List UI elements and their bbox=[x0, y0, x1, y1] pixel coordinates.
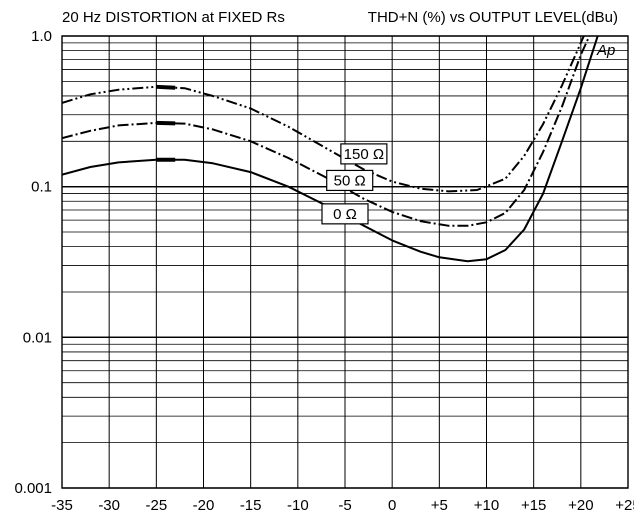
y-tick-label: 0.1 bbox=[31, 179, 52, 196]
x-tick-label: +20 bbox=[568, 497, 593, 514]
x-tick-label: +15 bbox=[521, 497, 546, 514]
series-marker bbox=[156, 84, 176, 90]
y-tick-label: 1.0 bbox=[31, 28, 52, 45]
y-tick-label: 0.01 bbox=[23, 329, 52, 346]
series-labels: 150 Ω 50 Ω 0 Ω bbox=[321, 143, 388, 225]
series-line bbox=[62, 36, 585, 193]
chart-title: 20 Hz DISTORTION at FIXED Rs bbox=[62, 9, 285, 26]
ap-logo: Ap bbox=[596, 42, 615, 59]
series-line bbox=[62, 36, 599, 263]
x-tick-label: -25 bbox=[145, 497, 167, 514]
series-label: 150 Ω bbox=[344, 146, 384, 163]
tick-labels: -35 -30 -25 -20 -15 -10 -5 0 +5 +10 +15 +20 +25 1.0 0.… bbox=[14, 28, 634, 514]
series-label: 0 Ω bbox=[333, 206, 357, 223]
y-tick-label: 0.001 bbox=[14, 480, 52, 497]
series-label-box bbox=[340, 143, 388, 165]
series-label: 50 Ω bbox=[334, 172, 366, 189]
plot-grid bbox=[61, 35, 629, 489]
x-tick-label: -30 bbox=[98, 497, 120, 514]
x-tick-label: -35 bbox=[51, 497, 73, 514]
x-tick-label: -20 bbox=[193, 497, 215, 514]
series-label-box bbox=[326, 169, 374, 192]
x-tick-label: 0 bbox=[388, 497, 396, 514]
x-tick-label: -10 bbox=[287, 497, 309, 514]
x-tick-label: -5 bbox=[338, 497, 351, 514]
series-label-box bbox=[321, 203, 369, 225]
chart-subtitle: THD+N (%) vs OUTPUT LEVEL(dBu) bbox=[368, 9, 618, 26]
x-tick-label: +10 bbox=[474, 497, 499, 514]
series-layer bbox=[62, 36, 599, 263]
x-tick-label: -15 bbox=[240, 497, 262, 514]
x-tick-label: +25 bbox=[615, 497, 634, 514]
x-tick-label: +5 bbox=[431, 497, 448, 514]
